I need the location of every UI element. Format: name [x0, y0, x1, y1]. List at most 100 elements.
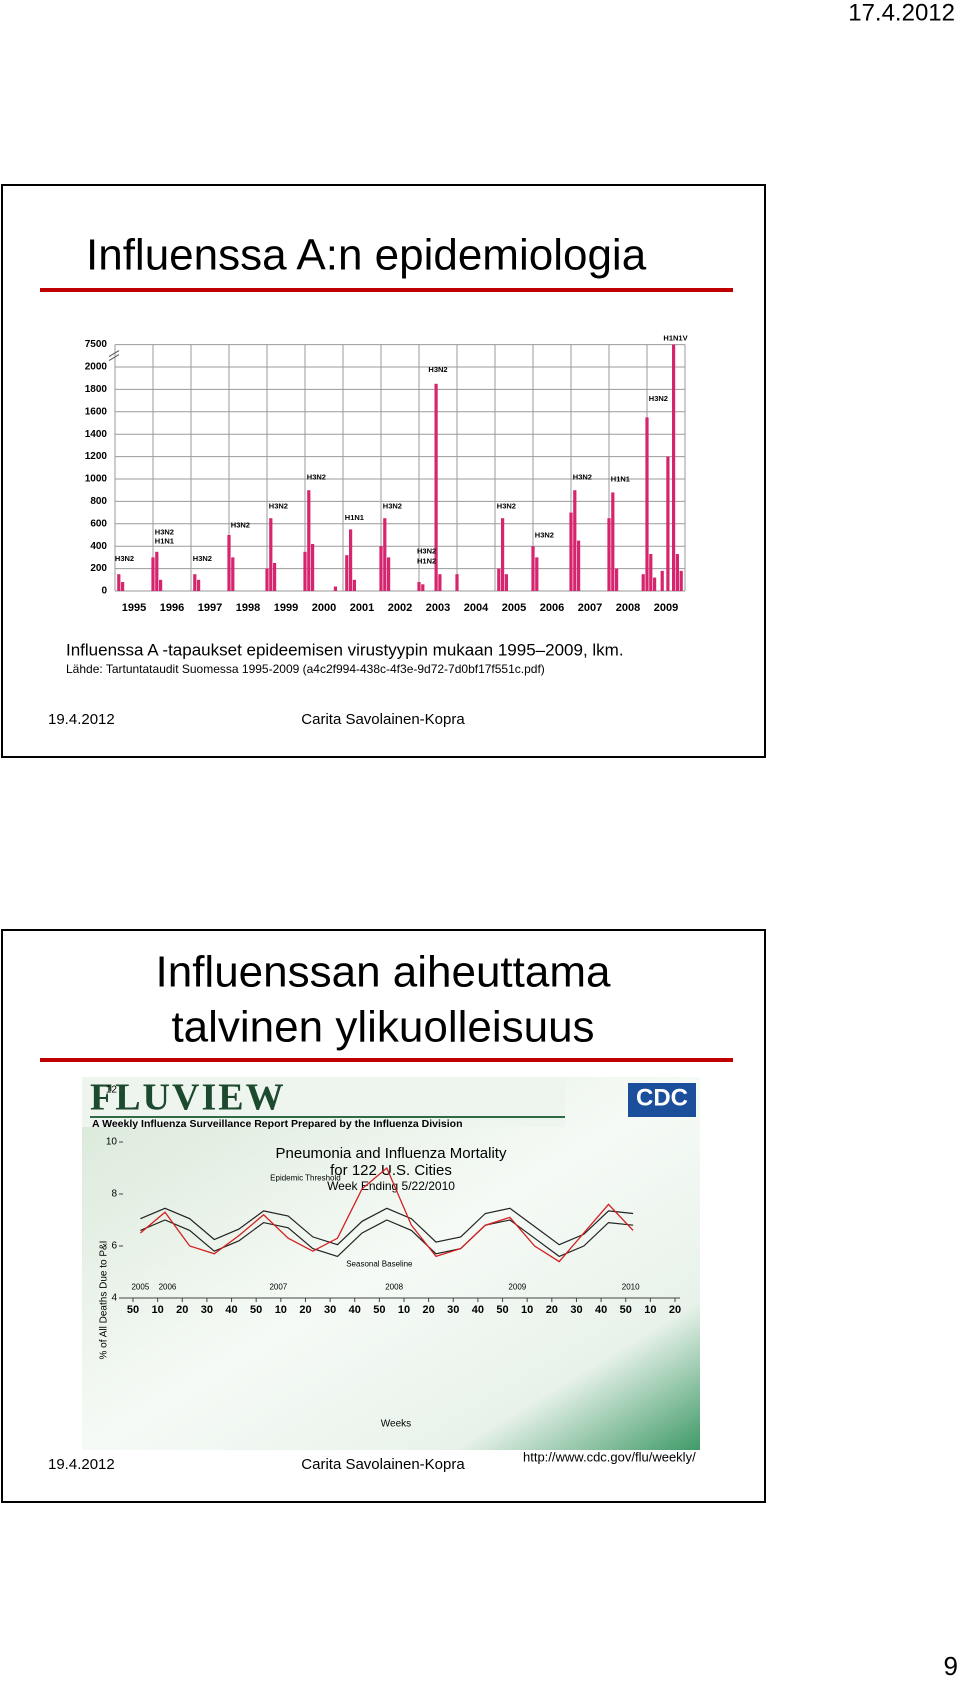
subtype-label: H3N2 [649, 394, 668, 403]
series-line [140, 1207, 634, 1246]
bar [607, 518, 611, 591]
title-rule [40, 288, 733, 292]
bar [151, 557, 155, 591]
x-tick-label: 20 [546, 1304, 558, 1316]
x-tick-label: 30 [201, 1304, 213, 1316]
y-tick-label: 7500 [85, 339, 108, 350]
line-chart: 4 6 8 10 12 50 10 20 30 40 50 10 20 30 40 50 10 20 30 40 50 1… [106, 1085, 681, 1316]
bar [653, 577, 657, 591]
bar [434, 383, 438, 591]
x-tick-label: 2001 [350, 602, 374, 614]
subtype-label: H3N2 [497, 502, 516, 511]
x-tick-label: 2006 [540, 602, 564, 614]
x-tick-label: 2004 [464, 602, 489, 614]
x-tick-label: 20 [176, 1304, 188, 1316]
bar [660, 570, 664, 591]
subtype-label: H3N2 [383, 502, 402, 511]
y-tick-label: 1600 [85, 406, 108, 417]
bar [349, 529, 353, 591]
bar [679, 570, 683, 591]
fluview-image [82, 1077, 700, 1450]
bar [273, 563, 277, 591]
annotation: 2010 [622, 1283, 640, 1292]
bar-chart: 0 200 400 600 800 1000 1200 1400 1600 1800 2000 750… [85, 334, 688, 614]
x-tick-label: 2008 [616, 602, 640, 614]
x-tick-label: 20 [669, 1304, 681, 1316]
banner-title: FLUVIEW [90, 1077, 286, 1119]
x-axis-label: Weeks [381, 1419, 411, 1430]
annotation: 2005 [131, 1283, 149, 1292]
x-tick-label: 2003 [426, 602, 450, 614]
subtype-label: H1N1V [663, 334, 687, 343]
y-tick-label: 1400 [85, 429, 108, 440]
x-tick-label: 20 [423, 1304, 435, 1316]
subtype-label: H3N2 [231, 521, 250, 530]
y-tick-label: 800 [90, 496, 107, 507]
banner-rule [90, 1116, 565, 1118]
bar [345, 555, 349, 591]
bar [649, 554, 653, 591]
x-tick-label: 2002 [388, 602, 412, 614]
footer-date: 19.4.2012 [48, 711, 115, 728]
x-tick-label: 50 [373, 1304, 385, 1316]
x-tick-label: 1998 [236, 602, 260, 614]
annotation: Seasonal Baseline [346, 1259, 413, 1268]
x-tick-label: 40 [472, 1304, 484, 1316]
x-tick-label: 40 [225, 1304, 237, 1316]
subtype-label: H3N2 [307, 472, 326, 481]
bar [573, 490, 577, 591]
y-tick-label: 1200 [85, 451, 108, 462]
x-tick-label: 10 [644, 1304, 656, 1316]
chart-title: Pneumonia and Influenza Mortality [276, 1145, 507, 1162]
source: Lähde: Tartuntataudit Suomessa 1995-2009… [66, 662, 545, 676]
bar [672, 344, 676, 591]
chart-title: for 122 U.S. Cities [330, 1162, 452, 1179]
bar [231, 557, 235, 591]
x-tick-label: 1997 [198, 602, 222, 614]
bar [352, 579, 356, 591]
bar [645, 417, 649, 591]
axis-break [108, 350, 120, 362]
caption: Influenssa A -tapaukset epideemisen viru… [66, 640, 624, 659]
bar [333, 586, 337, 591]
x-tick-label: 2009 [654, 602, 678, 614]
subtype-label: H3N2 [115, 554, 134, 563]
bar [383, 518, 387, 591]
bar [438, 574, 442, 591]
bar [269, 518, 273, 591]
y-tick-label: 6 [111, 1241, 117, 1252]
subtype-label: H1N1 [345, 513, 364, 522]
bar [227, 535, 231, 591]
bar [417, 582, 421, 591]
bar [387, 557, 391, 591]
x-tick-label: 1995 [122, 602, 146, 614]
page-date: 17.4.2012 [848, 0, 955, 26]
bar [155, 551, 159, 591]
y-tick-label: 4 [111, 1293, 117, 1304]
cdc-logo [628, 1083, 696, 1117]
x-tick-label: 1996 [160, 602, 184, 614]
bar [421, 584, 425, 591]
footer-author: Carita Savolainen-Kopra [301, 1456, 465, 1473]
subtype-label: H3N2 [417, 546, 436, 555]
bar [504, 574, 508, 591]
y-tick-label: 0 [101, 586, 107, 597]
y-tick-label: 2000 [85, 362, 108, 373]
x-tick-label: 10 [398, 1304, 410, 1316]
bar [675, 554, 679, 591]
footer-author: Carita Savolainen-Kopra [301, 711, 465, 728]
banner [82, 1077, 565, 1127]
bar [569, 512, 573, 591]
chart-subtitle: Week Ending 5/22/2010 [327, 1179, 455, 1193]
subtype-label: H3N2 [155, 527, 174, 536]
y-tick-label: 400 [90, 541, 107, 552]
slide-title: Influenssan aiheuttama [156, 948, 612, 997]
series-line [139, 1166, 634, 1263]
bar [615, 568, 619, 591]
source-url: http://www.cdc.gov/flu/weekly/ [523, 1449, 696, 1464]
subtype-label: H1N1 [611, 475, 630, 484]
bar [265, 568, 269, 591]
annotation: 2008 [385, 1283, 403, 1292]
footer-date: 19.4.2012 [48, 1456, 115, 1473]
